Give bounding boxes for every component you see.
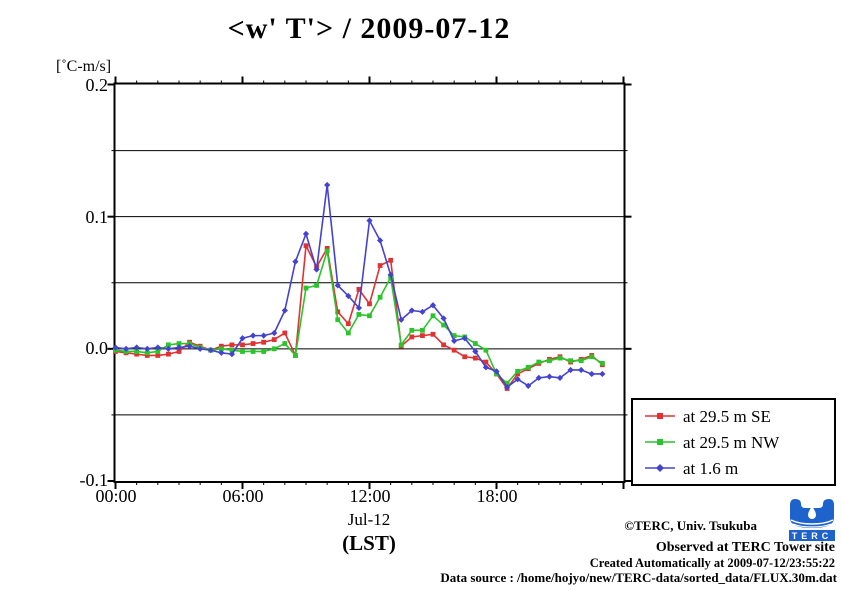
- x-tick-label-1800: 18:00: [476, 486, 518, 506]
- y-tick-label-0.2: 0.2: [85, 75, 109, 95]
- created-timestamp: Created Automatically at 2009-07-12/23:5…: [589, 556, 835, 570]
- x-tick-label-0600: 06:00: [222, 486, 264, 506]
- legend-entry-29.5m-nw: at 29.5 m NW: [633, 434, 834, 451]
- x-tick-label-1200: 12:00: [349, 486, 391, 506]
- y-axis-unit-label: [˚C-m/s]: [56, 58, 112, 75]
- legend: at 29.5 m SE at 29.5 m NW at 1.6 m: [631, 398, 836, 486]
- observed-at-note: Observed at TERC Tower site: [655, 540, 835, 555]
- legend-marker-green: [645, 439, 675, 445]
- page-title: <w' T'> / 2009-07-12: [227, 12, 511, 45]
- legend-label: at 29.5 m NW: [683, 432, 780, 452]
- y-tick-label-0.0: 0.0: [85, 338, 109, 358]
- x-axis-timezone-label: (LST): [342, 531, 396, 555]
- y-tick-label--0.1: -0.1: [79, 470, 109, 490]
- copyright-credit: ©TERC, Univ. Tsukuba: [624, 518, 757, 533]
- legend-label: at 1.6 m: [683, 458, 739, 478]
- terc-logo: TERC: [789, 499, 835, 541]
- x-tick-label-0000: 00:00: [95, 486, 137, 506]
- legend-label: at 29.5 m SE: [683, 406, 771, 426]
- y-tick-label-0.1: 0.1: [85, 207, 109, 227]
- legend-entry-1.6m: at 1.6 m: [633, 460, 834, 477]
- terc-logo-text: TERC: [792, 531, 833, 541]
- x-axis-date-label: Jul-12: [347, 510, 391, 529]
- data-source-path: Data source : /home/hojyo/new/TERC-data/…: [440, 570, 837, 585]
- legend-marker-red: [645, 413, 675, 419]
- legend-marker-blue: [645, 464, 675, 472]
- legend-entry-29.5m-se: at 29.5 m SE: [633, 408, 834, 425]
